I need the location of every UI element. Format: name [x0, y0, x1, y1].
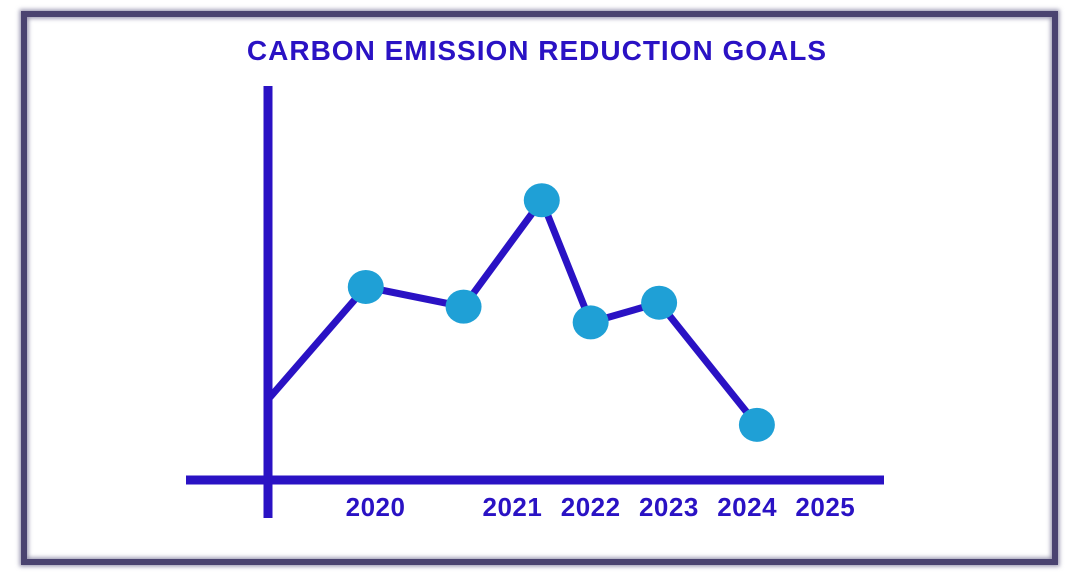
- data-point: [445, 289, 482, 324]
- x-tick-label: 2024: [717, 492, 777, 522]
- x-tick-label: 2020: [346, 492, 406, 522]
- series-line-segment: [460, 196, 546, 311]
- series-line-segment: [538, 196, 595, 326]
- data-point: [738, 407, 775, 442]
- x-tick-label: 2022: [561, 492, 621, 522]
- x-tick-label: 2023: [639, 492, 699, 522]
- data-point: [641, 285, 678, 320]
- data-point: [347, 269, 384, 304]
- data-point: [523, 183, 560, 218]
- series-line-segment: [655, 299, 761, 429]
- data-point: [572, 305, 609, 340]
- x-tick-label: 2025: [795, 492, 855, 522]
- series-line-segment: [266, 283, 370, 401]
- x-tick-label: 2021: [483, 492, 543, 522]
- chart-title: CARBON EMISSION REDUCTION GOALS: [247, 35, 827, 66]
- chart-frame: [21, 11, 1058, 565]
- data-points: [347, 183, 775, 442]
- x-tick-labels: 2020 2021 2022 2023 2024 2025: [346, 492, 855, 522]
